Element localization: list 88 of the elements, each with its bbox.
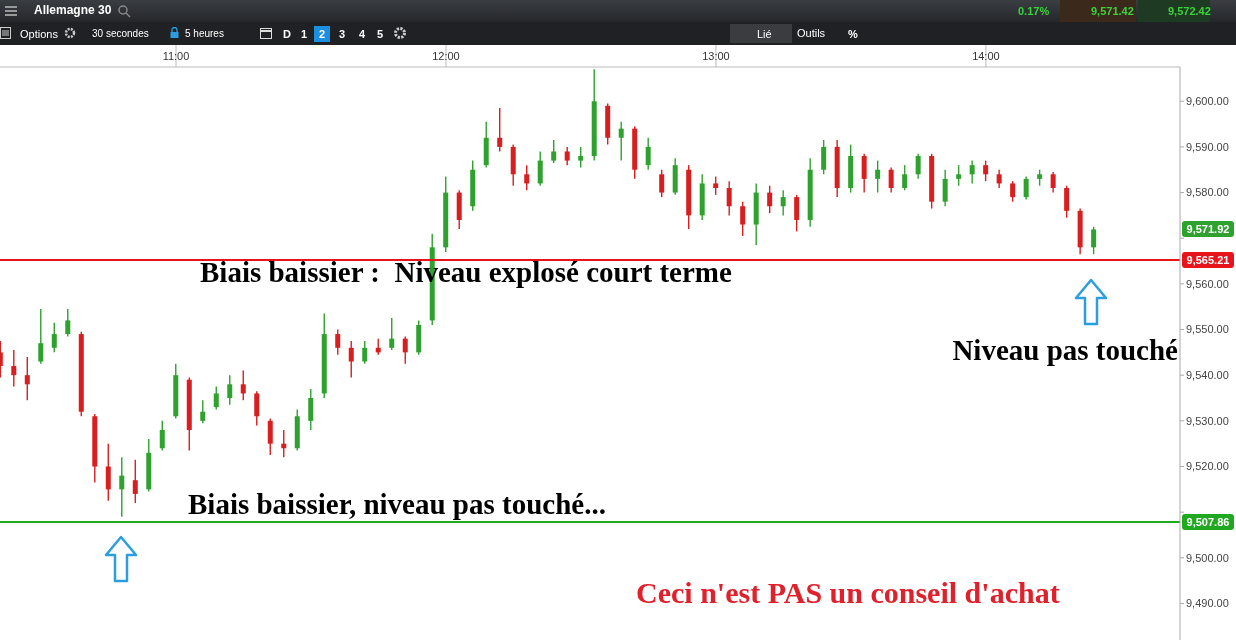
- x-tick-label: 12:00: [432, 50, 460, 62]
- y-tick-label: 9,580.00: [1186, 186, 1229, 199]
- candlestick: [740, 200, 746, 237]
- candlestick: [65, 308, 71, 338]
- text: 9,572.42: [1168, 5, 1211, 17]
- candlestick: [119, 456, 125, 518]
- candlestick: [402, 335, 408, 365]
- candlestick: [861, 153, 867, 194]
- y-tick-label: 9,500.00: [1186, 551, 1229, 564]
- candlestick: [956, 164, 962, 187]
- candlestick: [11, 349, 17, 388]
- candlestick: [1064, 185, 1070, 219]
- text: 9,571.42: [1091, 5, 1134, 17]
- candlestick: [969, 159, 975, 185]
- candlestick: [618, 121, 624, 162]
- candlestick: [254, 390, 260, 427]
- candlestick: [1010, 180, 1016, 203]
- text: 5 heures: [185, 28, 224, 39]
- text: Options: [20, 28, 58, 40]
- x-tick-label: 14:00: [972, 50, 1000, 62]
- x-tick-label: 13:00: [702, 50, 730, 62]
- candlestick: [213, 385, 219, 411]
- candlestick: [996, 169, 1002, 189]
- candlestick: [767, 185, 773, 214]
- text: 4: [359, 28, 366, 40]
- candlestick: [1050, 171, 1056, 194]
- candlestick: [821, 139, 827, 175]
- text: 30 secondes: [92, 28, 149, 39]
- candlestick: [875, 159, 881, 194]
- candlestick: [159, 420, 165, 452]
- candlestick: [1091, 226, 1097, 255]
- candlestick: [915, 153, 921, 180]
- text: 0.17%: [1018, 5, 1050, 17]
- y-tick-label: 9,600.00: [1186, 95, 1229, 108]
- candlestick: [983, 159, 989, 182]
- candlestick: [537, 150, 543, 187]
- candlestick: [902, 164, 908, 191]
- x-tick-label: 11:00: [162, 50, 190, 62]
- y-tick-label: 9,550.00: [1186, 323, 1229, 336]
- candlestick: [227, 374, 233, 406]
- text: 5: [377, 28, 384, 40]
- candlestick: [51, 321, 57, 354]
- candlestick: [888, 166, 894, 194]
- candlestick: [551, 139, 557, 164]
- candlestick: [200, 399, 206, 424]
- text: 9,571.92: [1182, 221, 1234, 238]
- chart-title: Allemagne 30: [34, 3, 112, 17]
- text: Lié: [757, 28, 772, 40]
- text: 3: [339, 28, 346, 40]
- text: D: [283, 28, 291, 40]
- candlestick: [24, 356, 30, 401]
- y-tick-label: 9,520.00: [1186, 460, 1229, 473]
- candlestick: [132, 458, 138, 504]
- candlestick: [524, 164, 530, 191]
- candlestick: [267, 417, 273, 456]
- text: 1: [301, 28, 308, 40]
- y-tick-label: 9,490.00: [1186, 597, 1229, 610]
- annotation: Biais baissier, niveau pas touché...: [188, 488, 606, 521]
- candlestick: [240, 369, 246, 401]
- candlestick: [659, 169, 665, 198]
- candlestick: [726, 180, 732, 217]
- candlestick: [497, 107, 503, 153]
- y-tick-label: 9,540.00: [1186, 369, 1229, 382]
- annotation: Ceci n'est PAS un conseil d'achat: [636, 576, 1060, 610]
- y-tick-label: 9,560.00: [1186, 277, 1229, 290]
- candlestick: [105, 442, 111, 502]
- candlestick: [348, 340, 354, 379]
- candlestick: [1023, 175, 1029, 201]
- candlestick: [335, 328, 341, 356]
- candlestick: [713, 175, 719, 196]
- y-tick-label: 9,590.00: [1186, 140, 1229, 153]
- candlestick: [362, 340, 368, 365]
- text: %: [848, 28, 858, 40]
- candlestick: [564, 146, 570, 166]
- annotation: Niveau pas touché: [952, 334, 1178, 367]
- y-tick-label: 9,530.00: [1186, 414, 1229, 427]
- candlestick: [578, 146, 584, 169]
- candlestick: [780, 189, 786, 217]
- candlestick: [308, 388, 314, 431]
- candlestick: [645, 137, 651, 171]
- ref-line-label: 9,565.21: [1182, 252, 1234, 269]
- candlestick: [389, 317, 395, 351]
- candlestick: [794, 194, 800, 233]
- text: Outils: [797, 27, 826, 39]
- ref-line-label: 9,507.86: [1182, 513, 1234, 530]
- candlestick: [942, 169, 948, 207]
- text: 2: [314, 26, 331, 42]
- candlestick: [38, 308, 44, 365]
